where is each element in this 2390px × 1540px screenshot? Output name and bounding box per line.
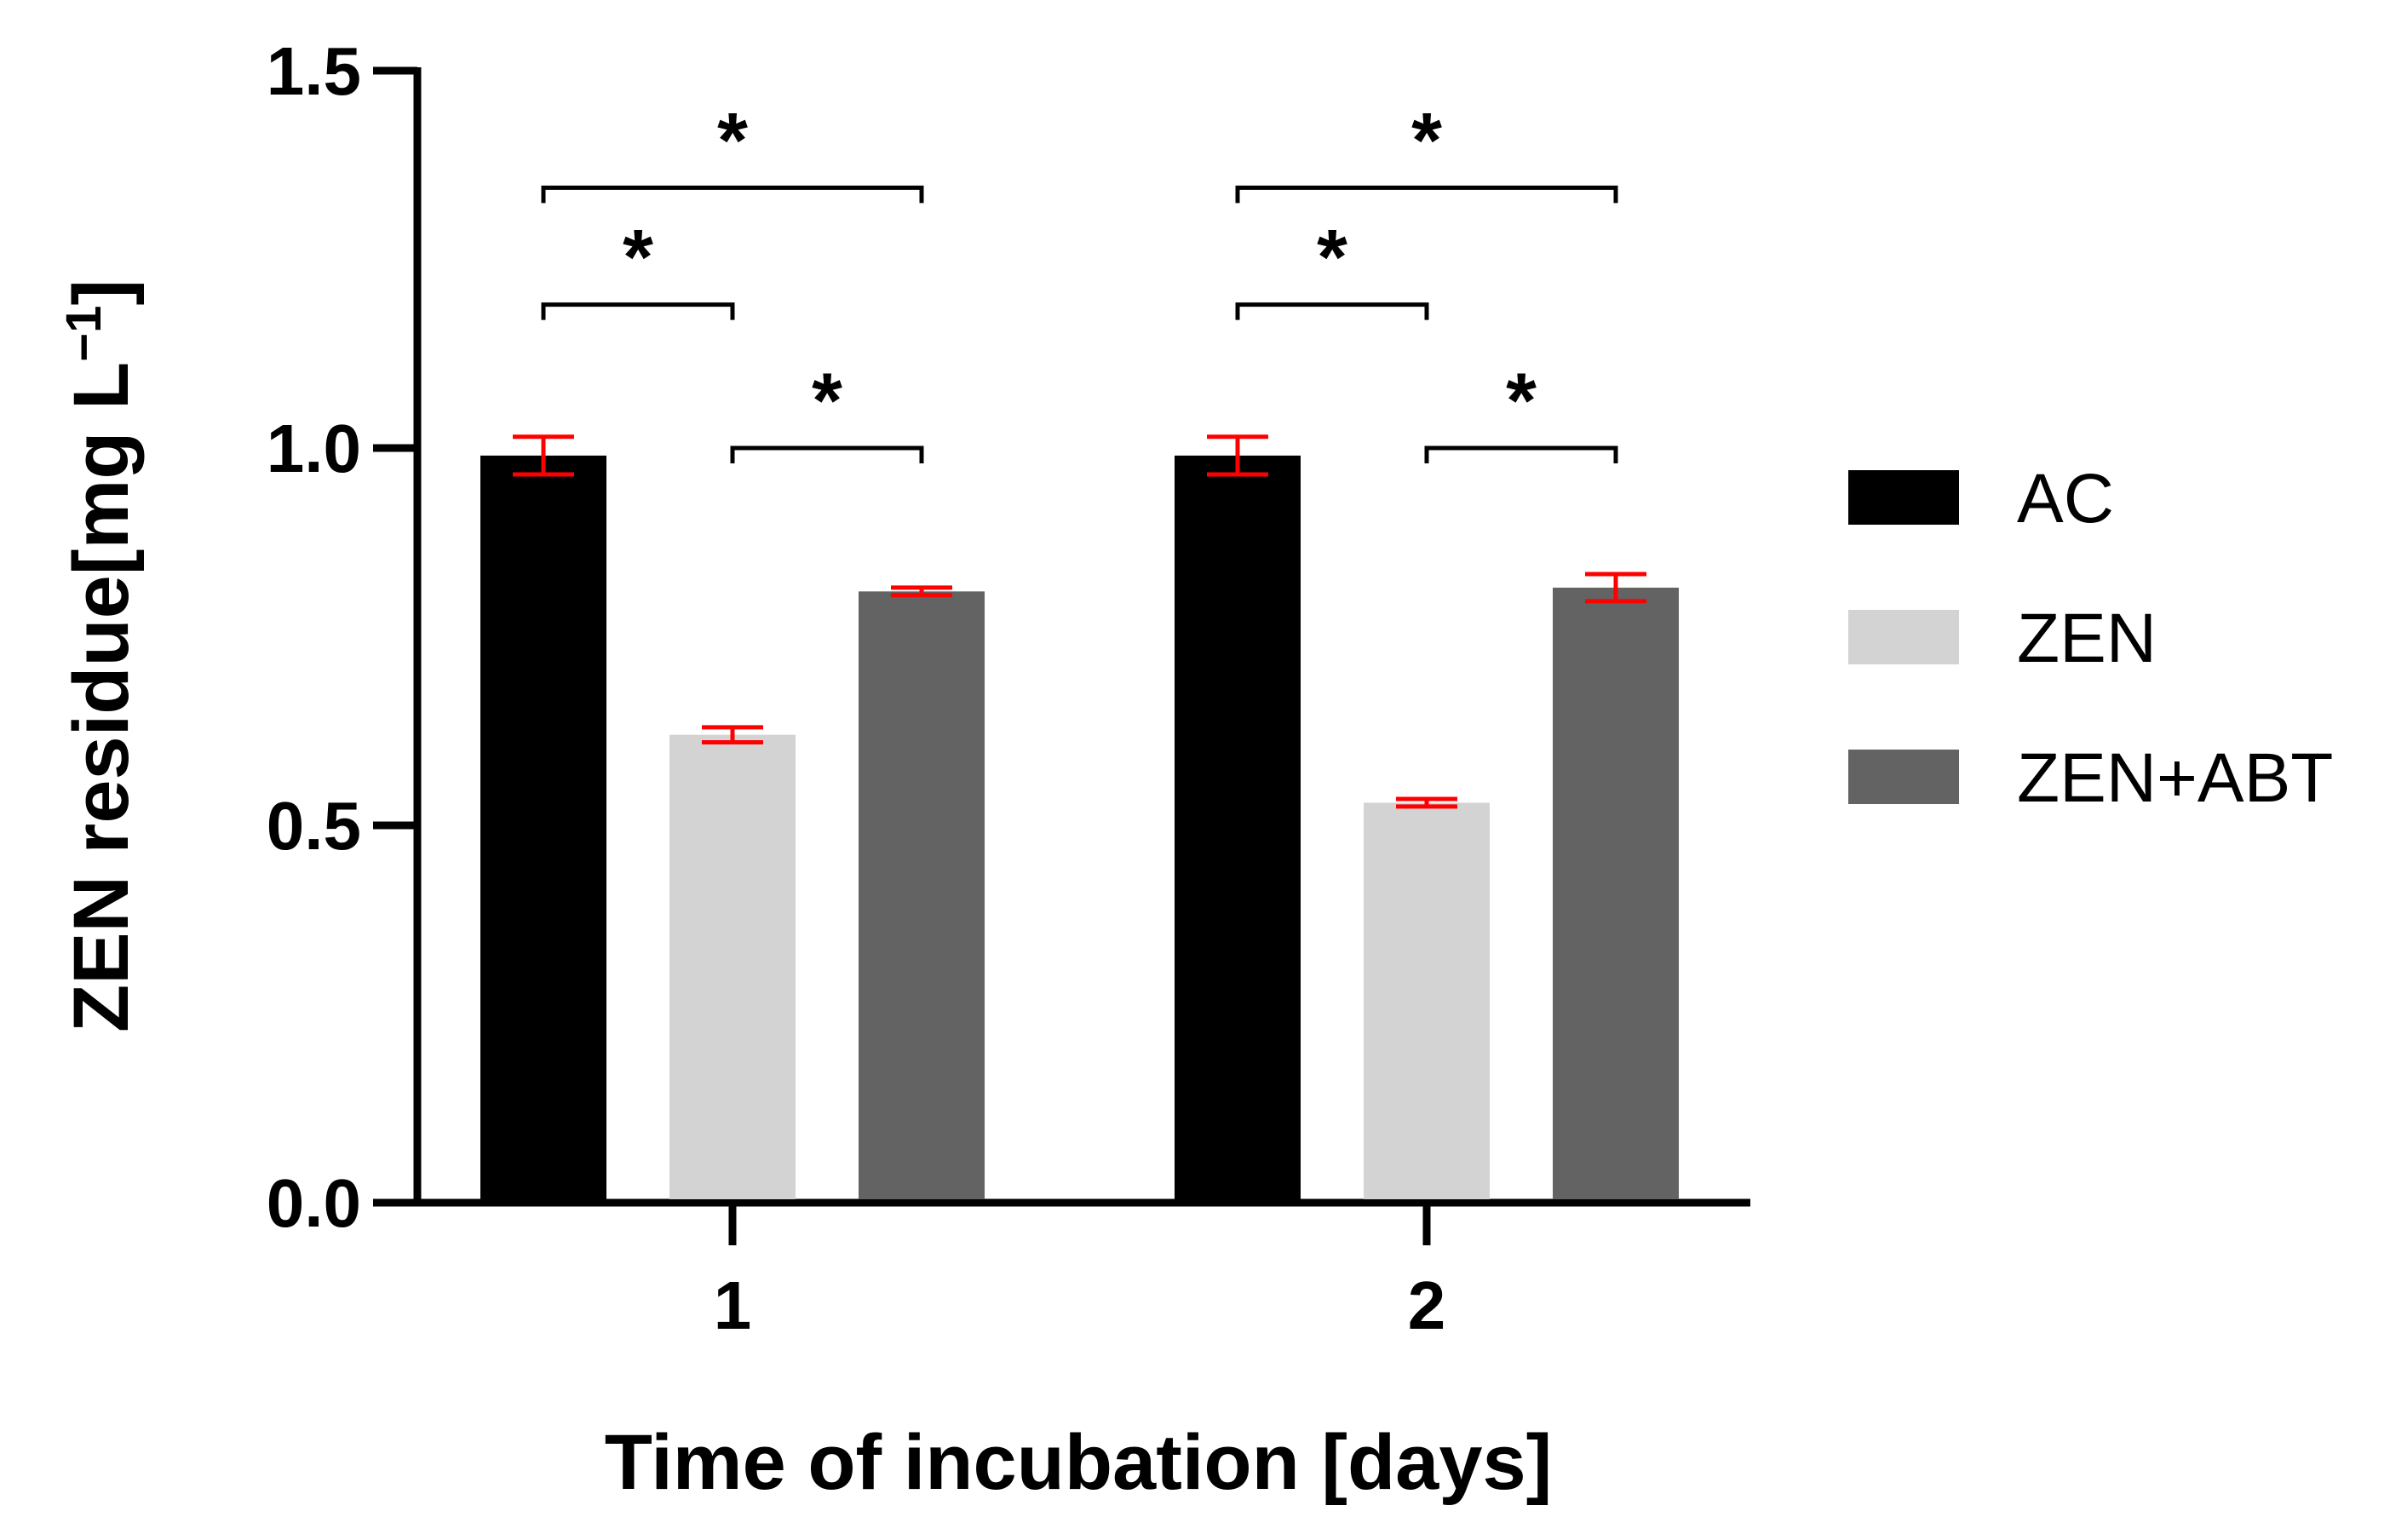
significance-bracket xyxy=(730,445,924,463)
significance-star: * xyxy=(717,97,748,184)
significance-star: * xyxy=(812,358,842,445)
y-tick-label: 1.0 xyxy=(267,411,361,486)
bar xyxy=(1553,587,1679,1199)
significance-star: * xyxy=(1317,215,1347,302)
legend-swatch xyxy=(1848,610,1959,664)
bar xyxy=(859,591,985,1199)
significance-bracket xyxy=(1235,185,1618,204)
legend-swatch xyxy=(1848,750,1959,804)
significance-bracket xyxy=(1424,445,1618,463)
legend-swatch xyxy=(1848,470,1959,525)
ticks: 0.0 0.5 1.0 1.5 1 2 xyxy=(267,33,1445,1343)
x-axis-title: Time of incubation [days] xyxy=(605,1419,1553,1506)
y-tick-label: 1.5 xyxy=(267,33,361,109)
bar xyxy=(1175,455,1301,1199)
legend-label: ZEN xyxy=(2017,600,2157,677)
y-tick-label: 0.0 xyxy=(267,1165,361,1241)
x-tick-label: 2 xyxy=(1408,1267,1446,1343)
axes xyxy=(413,67,1750,1207)
significance-brackets: * * * * * * xyxy=(541,97,1618,463)
bar xyxy=(480,455,606,1199)
error-bars xyxy=(513,434,1646,809)
legend-label: AC xyxy=(2017,460,2114,537)
y-axis-title: ZEN residue[mg L−1] xyxy=(56,279,145,1032)
y-tick-label: 0.5 xyxy=(267,788,361,864)
significance-bracket xyxy=(541,185,924,204)
legend-label: ZEN+ABT xyxy=(2017,739,2333,817)
bar xyxy=(1364,802,1490,1199)
legend: AC ZEN ZEN+ABT xyxy=(1848,460,2333,817)
significance-bracket xyxy=(1235,302,1429,320)
significance-bracket xyxy=(541,302,735,320)
x-tick-label: 1 xyxy=(714,1267,752,1343)
bar xyxy=(669,734,796,1199)
bars xyxy=(480,455,1679,1199)
significance-star: * xyxy=(1506,358,1537,445)
significance-star: * xyxy=(623,215,653,302)
significance-star: * xyxy=(1411,97,1442,184)
